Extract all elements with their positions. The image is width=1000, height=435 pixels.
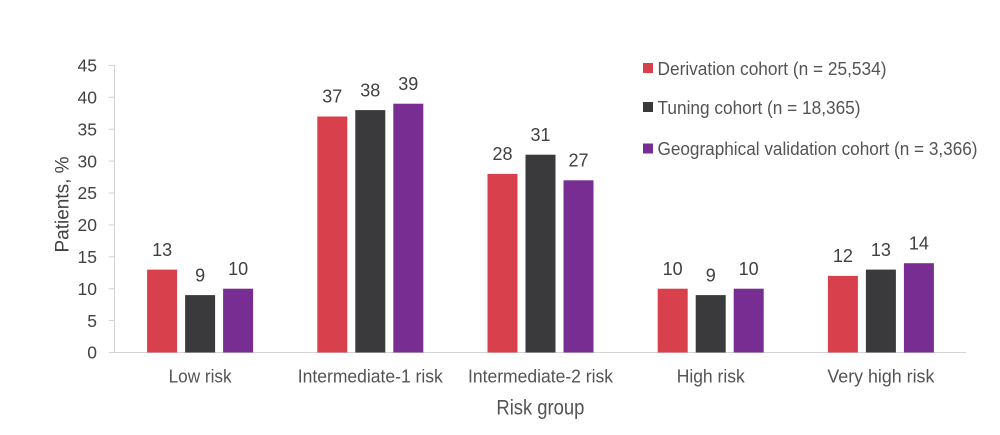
svg-text:39: 39	[398, 74, 418, 94]
svg-text:Very high risk: Very high risk	[827, 365, 935, 386]
svg-text:20: 20	[78, 215, 98, 235]
svg-text:High risk: High risk	[677, 365, 746, 386]
svg-text:12: 12	[833, 246, 853, 266]
svg-text:Intermediate-1 risk: Intermediate-1 risk	[298, 365, 444, 386]
svg-text:31: 31	[530, 125, 550, 145]
svg-text:Risk group: Risk group	[496, 396, 584, 420]
svg-text:14: 14	[909, 233, 929, 253]
svg-text:10: 10	[78, 279, 98, 299]
svg-text:5: 5	[87, 311, 97, 331]
svg-text:Derivation cohort (n = 25,534): Derivation cohort (n = 25,534)	[658, 59, 887, 79]
svg-text:27: 27	[568, 151, 588, 171]
svg-text:10: 10	[228, 259, 248, 279]
svg-text:38: 38	[360, 80, 380, 100]
svg-text:Intermediate-2 risk: Intermediate-2 risk	[468, 365, 614, 386]
svg-text:10: 10	[739, 259, 759, 279]
svg-text:25: 25	[78, 183, 97, 203]
svg-text:13: 13	[152, 240, 172, 260]
svg-text:28: 28	[492, 144, 512, 164]
svg-text:Geographical validation cohort: Geographical validation cohort (n = 3,36…	[658, 139, 978, 159]
svg-text:Patients, %: Patients, %	[53, 156, 74, 252]
svg-text:45: 45	[78, 56, 97, 76]
svg-text:30: 30	[78, 151, 98, 171]
svg-text:37: 37	[322, 87, 342, 107]
svg-text:10: 10	[663, 259, 683, 279]
svg-text:40: 40	[78, 88, 98, 108]
svg-text:9: 9	[195, 265, 205, 285]
svg-text:Tuning cohort (n = 18,365): Tuning cohort (n = 18,365)	[658, 98, 861, 118]
svg-text:Low risk: Low risk	[169, 365, 233, 386]
svg-text:35: 35	[78, 119, 97, 139]
svg-text:15: 15	[78, 247, 97, 267]
svg-text:0: 0	[87, 343, 97, 363]
svg-text:13: 13	[871, 240, 891, 260]
svg-text:9: 9	[706, 265, 716, 285]
